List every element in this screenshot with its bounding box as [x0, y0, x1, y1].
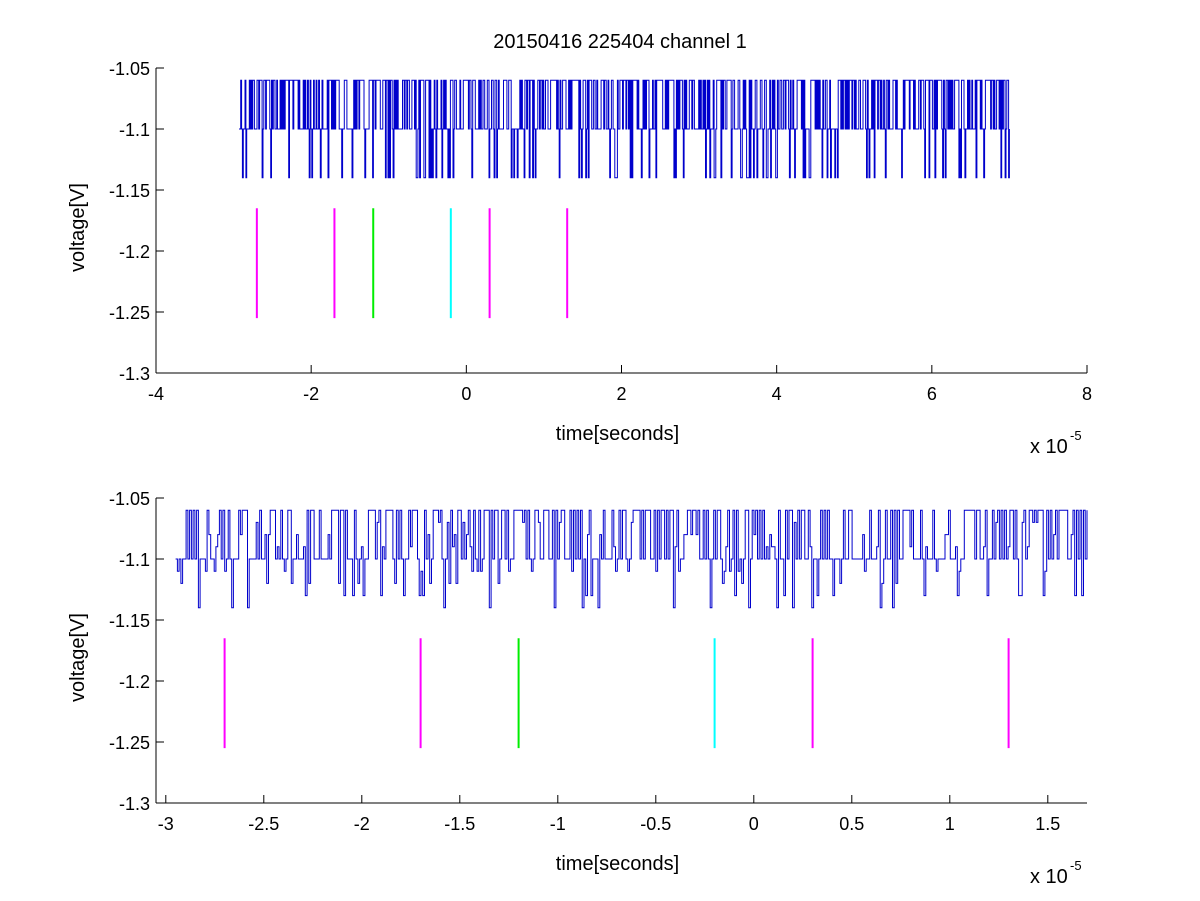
- y-tick-label: -1.2: [119, 672, 150, 692]
- x-tick-label: -2: [303, 384, 319, 404]
- bottom-plot: -3 -2.5 -2 -1.5 -1 -0.5 0 0.5 1 1.5 -1.05 -1.1 -1.1…: [67, 489, 1088, 888]
- y-tick-label: -1.25: [109, 303, 150, 323]
- x-tick-label: 0.5: [839, 814, 864, 834]
- x-tick-label: -2: [354, 814, 370, 834]
- bottom-plot-x-axis-label: time[seconds]: [556, 853, 679, 875]
- x-tick-label: -1.5: [444, 814, 475, 834]
- bottom-plot-x-exponent: x 10 -5: [1030, 858, 1082, 888]
- bottom-plot-y-axis-label: voltage[V]: [67, 613, 89, 702]
- bottom-plot-x-exponent-power: -5: [1070, 858, 1082, 873]
- y-tick-label: -1.05: [109, 489, 150, 509]
- x-tick-label: 2: [616, 384, 626, 404]
- y-tick-label: -1.3: [119, 364, 150, 384]
- y-tick-label: -1.3: [119, 794, 150, 814]
- bottom-plot-axes: [155, 498, 1087, 804]
- top-plot-x-exponent: x 10 -5: [1030, 428, 1082, 458]
- y-tick-label: -1.15: [109, 611, 150, 631]
- x-tick-label: 1.5: [1035, 814, 1060, 834]
- y-tick-label: -1.25: [109, 733, 150, 753]
- x-tick-label: -3: [158, 814, 174, 834]
- x-tick-label: 4: [772, 384, 782, 404]
- y-tick-label: -1.05: [109, 59, 150, 79]
- y-tick-label: -1.1: [119, 550, 150, 570]
- top-plot-x-exponent-power: -5: [1070, 428, 1082, 443]
- y-tick-label: -1.2: [119, 242, 150, 262]
- x-tick-label: 8: [1082, 384, 1092, 404]
- top-plot-event-markers: [255, 208, 569, 319]
- top-plot-x-ticks: -4 -2 0 2 4 6 8: [148, 365, 1092, 404]
- x-tick-label: 1: [945, 814, 955, 834]
- top-plot-y-axis-label: voltage[V]: [67, 183, 89, 272]
- bottom-plot-event-markers: [223, 638, 1010, 749]
- bottom-plot-y-ticks: -1.05 -1.1 -1.15 -1.2 -1.25 -1.3: [109, 489, 164, 814]
- x-tick-label: -0.5: [640, 814, 671, 834]
- x-tick-label: 6: [927, 384, 937, 404]
- x-tick-label: -1: [550, 814, 566, 834]
- top-plot-x-axis-label: time[seconds]: [556, 423, 679, 445]
- top-plot-x-exponent-base: x 10: [1030, 436, 1068, 458]
- bottom-plot-signal-trace: [175, 509, 1088, 609]
- y-tick-label: -1.15: [109, 181, 150, 201]
- signal-line: [175, 509, 1088, 609]
- x-tick-label: -4: [148, 384, 164, 404]
- y-tick-label: -1.1: [119, 120, 150, 140]
- top-plot-signal-trace: [239, 79, 1010, 179]
- chart-title: 20150416 225404 channel 1: [493, 31, 747, 53]
- x-tick-label: -2.5: [248, 814, 279, 834]
- x-tick-label: 0: [749, 814, 759, 834]
- top-plot: -4 -2 0 2 4 6 8 -1.05 -1.1 -1.15 -1.2 -1.25 -1.3 ti…: [67, 59, 1092, 458]
- x-tick-label: 0: [461, 384, 471, 404]
- signal-line: [239, 79, 1010, 179]
- bottom-plot-x-exponent-base: x 10: [1030, 866, 1068, 888]
- bottom-plot-x-ticks: -3 -2.5 -2 -1.5 -1 -0.5 0 0.5 1 1.5: [158, 795, 1060, 834]
- top-plot-y-ticks: -1.05 -1.1 -1.15 -1.2 -1.25 -1.3: [109, 59, 164, 384]
